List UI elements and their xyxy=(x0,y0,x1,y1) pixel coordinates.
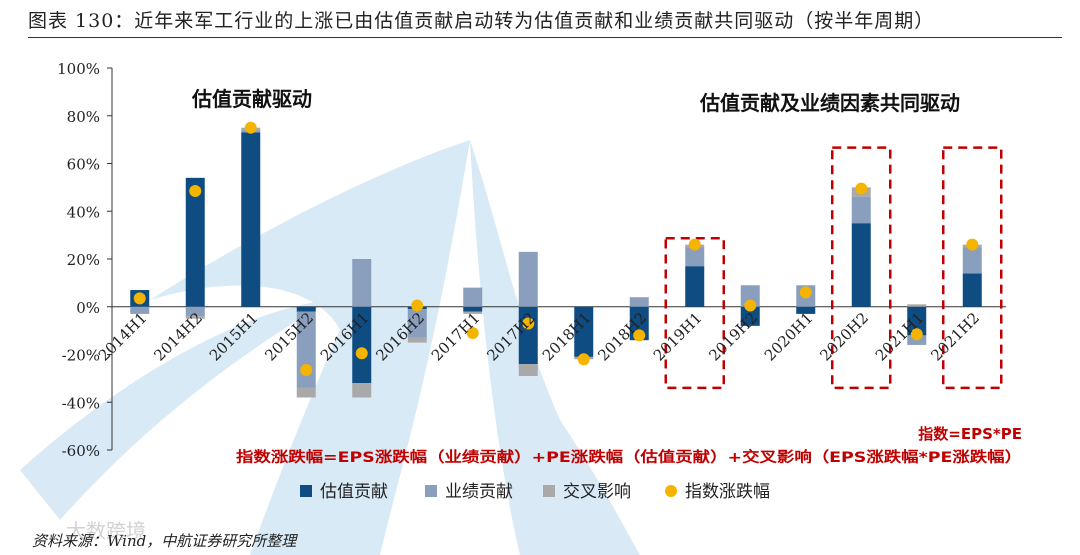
index-point xyxy=(966,238,979,251)
legend-swatch xyxy=(665,485,677,497)
bar-segment-cross xyxy=(352,383,372,398)
right-phase-annotation: 估值贡献及业绩因素共同驱动 xyxy=(699,91,960,115)
index-point xyxy=(910,328,923,341)
bar-segment-cross xyxy=(407,337,427,343)
x-tick-label: 2019H2 xyxy=(705,309,761,365)
bar-segment-valuation xyxy=(685,266,705,307)
index-point xyxy=(133,292,146,305)
index-point xyxy=(577,353,590,366)
x-tick-label: 2014H1 xyxy=(95,309,151,365)
bar-segment-valuation xyxy=(296,306,316,312)
y-tick-label: 0% xyxy=(76,299,100,317)
index-point xyxy=(633,329,646,342)
x-tick-label: 2020H2 xyxy=(816,309,872,365)
index-point xyxy=(466,327,479,340)
index-point xyxy=(189,184,202,197)
left-phase-annotation: 估值贡献驱动 xyxy=(191,87,312,111)
bar-segment-earnings xyxy=(130,306,150,314)
axes: -60% -40% -20% 0% 20% 40% 60% 80% 100% xyxy=(57,60,1006,460)
y-tick-label: -20% xyxy=(62,347,100,365)
bar-segment-earnings xyxy=(685,247,705,267)
x-tick-label: 2021H2 xyxy=(927,309,983,365)
index-point xyxy=(522,317,535,330)
watermark-text: 大数跨境 xyxy=(66,519,146,543)
legend-label: 估值贡献 xyxy=(320,482,388,502)
source-note: 资料来源：Wind，中航证券研究所整理 xyxy=(32,532,297,550)
index-point xyxy=(300,364,313,377)
bar-segment-cross xyxy=(907,304,927,307)
figure-title: 图表 130：近年来军工行业的上涨已由估值贡献启动转为估值贡献和业绩贡献共同驱动… xyxy=(28,10,935,32)
legend-label: 指数涨跌幅 xyxy=(685,482,770,502)
bar-segment-earnings xyxy=(185,306,205,317)
bar-segment-cross xyxy=(185,316,205,319)
index-point xyxy=(855,182,868,195)
legend-label: 业绩贡献 xyxy=(445,482,513,502)
index-point xyxy=(411,299,424,312)
bar-segment-valuation xyxy=(463,306,483,312)
index-point xyxy=(688,238,701,251)
bar-segment-valuation xyxy=(851,223,871,307)
legend: 估值贡献 业绩贡献 交叉影响 指数涨跌幅 xyxy=(300,482,770,502)
index-points xyxy=(133,121,979,377)
bar-segment-earnings xyxy=(407,309,427,338)
y-tick-label: 60% xyxy=(67,156,100,174)
bar-segment-valuation xyxy=(740,306,760,326)
x-tick-label: 2020H1 xyxy=(761,309,817,365)
bar-segment-valuation xyxy=(796,306,816,314)
y-tick-label: 100% xyxy=(57,60,100,78)
y-tick-label: 80% xyxy=(67,108,100,126)
bar-segment-earnings xyxy=(352,259,372,307)
bar-segment-earnings xyxy=(851,196,871,224)
bar-segment-valuation xyxy=(574,306,594,357)
bars xyxy=(130,127,982,398)
watermark-arrow-shape xyxy=(20,140,640,555)
x-tick-label: 2019H1 xyxy=(650,309,706,365)
bar-segment-valuation xyxy=(962,273,982,307)
bar-segment-valuation xyxy=(907,306,927,336)
legend-swatch xyxy=(300,485,312,497)
bar-segment-cross xyxy=(463,311,483,314)
bar-segment-valuation xyxy=(352,306,372,384)
bar-segment-earnings xyxy=(962,247,982,274)
index-point xyxy=(355,347,368,360)
y-tick-label: -60% xyxy=(62,442,100,460)
index-point xyxy=(799,286,812,299)
bar-segment-valuation xyxy=(185,177,205,307)
bar-segment-earnings xyxy=(629,297,649,307)
y-tick-label: 20% xyxy=(67,251,100,269)
bar-segment-cross xyxy=(518,364,538,376)
formula-long: 指数涨跌幅=EPS涨跌幅（业绩贡献）+PE涨跌幅（估值贡献）+交叉影响（EPS涨… xyxy=(236,448,1022,466)
legend-swatch xyxy=(543,485,555,497)
legend-swatch xyxy=(425,485,437,497)
bar-segment-valuation xyxy=(241,132,261,307)
title-divider xyxy=(28,37,1062,38)
y-tick-label: 40% xyxy=(67,203,100,221)
legend-label: 交叉影响 xyxy=(563,482,631,502)
bar-segment-earnings xyxy=(740,285,760,307)
bar-segment-earnings xyxy=(518,251,538,307)
bar-segment-cross xyxy=(296,387,316,398)
bar-segment-earnings xyxy=(463,287,483,307)
index-point xyxy=(244,121,257,134)
y-tick-label: -40% xyxy=(62,394,100,412)
index-point xyxy=(744,299,757,312)
formula-short: 指数=EPS*PE xyxy=(918,425,1022,443)
